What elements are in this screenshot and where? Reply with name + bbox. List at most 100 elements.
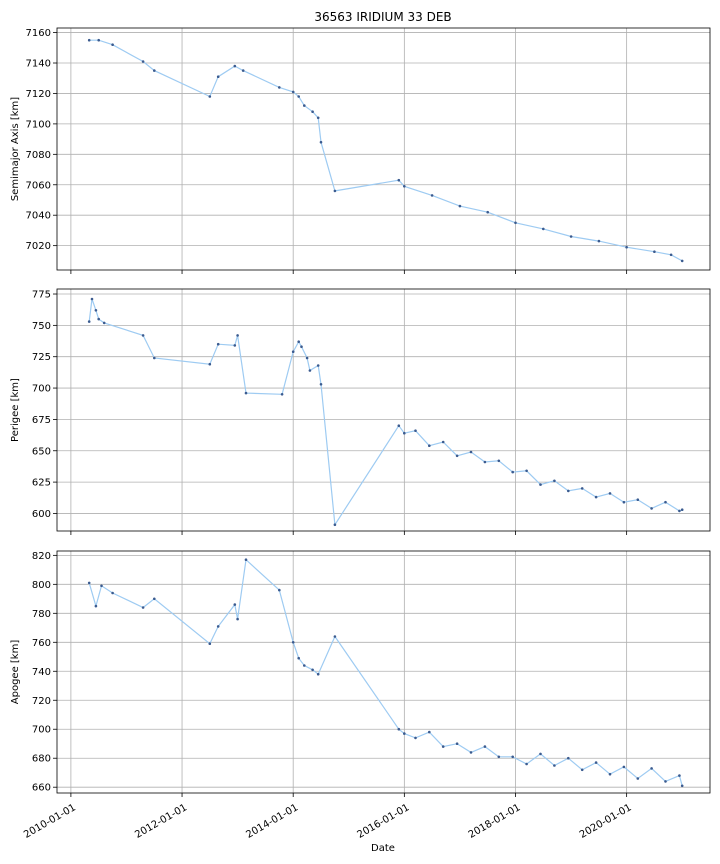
data-point [233,603,237,606]
y-tick-label: 7080 [26,150,51,161]
data-point [297,340,301,344]
y-tick-label: 7160 [26,28,51,39]
x-axis-label: Date [371,843,395,854]
data-point [303,104,306,107]
data-point [622,765,626,769]
data-point [525,762,528,766]
data-point [233,64,237,68]
data-point [319,383,323,386]
data-point [594,495,598,499]
data-point [664,780,667,783]
data-point [514,221,517,225]
y-tick-label: 7040 [26,211,51,222]
data-point [94,309,98,312]
x-tick-label: 2012-01-01 [133,802,189,841]
data-point [569,235,573,238]
data-point [653,250,656,253]
data-point [597,239,601,243]
data-point [594,761,598,764]
data-point [94,604,98,608]
plot-frame [56,288,711,532]
data-point [244,391,248,395]
data-point [311,110,314,113]
data-point [441,745,445,748]
data-point [397,178,401,182]
series-line [88,558,683,786]
data-point [153,69,156,72]
figure-title: 36563 IRIDIUM 33 DEB [314,10,451,24]
data-point [316,116,320,120]
data-point [608,492,612,495]
panels: 7020 7040 7060 7080 7100 7120 7140 7160 Semimajo… [10,27,711,841]
y-tick-label: 680 [32,754,51,765]
plot-frame [56,27,711,271]
y-tick-label: 625 [32,478,51,489]
y-tick-label: 7120 [26,89,51,100]
data-point [511,470,514,474]
data-point [216,342,220,346]
data-point [297,656,301,660]
data-point [297,95,301,98]
data-point [428,444,431,448]
data-point [208,642,212,645]
data-point [680,259,684,263]
y-axis-label: Perigee [km] [10,378,21,442]
data-point [333,523,337,526]
data-point [483,745,487,748]
data-point [244,558,248,561]
data-point [580,487,584,490]
data-point [441,440,445,444]
y-axis-label: Apogee [km] [10,640,21,705]
y-tick-label: 725 [32,352,51,363]
data-point [636,777,640,780]
data-point [455,742,459,745]
data-point [455,454,459,458]
data-point [403,185,406,188]
data-point [333,189,337,193]
data-point [208,362,212,366]
data-point [141,60,145,63]
chart-panel-2: 600 625 650 675 700 725 750 775 Perigee [km] [10,288,711,535]
x-tick-label: 2016-01-01 [356,802,412,841]
data-point [622,500,626,504]
data-point [316,364,320,367]
y-tick-label: 650 [32,446,51,457]
data-point [216,625,220,628]
data-point [469,751,473,754]
data-point [111,591,114,595]
data-point [305,356,309,360]
y-tick-label: 7020 [26,241,51,252]
y-tick-label: 750 [32,321,51,332]
data-point [678,774,681,777]
y-tick-label: 700 [32,384,51,395]
y-tick-label: 780 [32,609,51,620]
data-point [316,672,320,676]
x-tick-label: 2014-01-01 [244,802,300,841]
data-point [97,317,100,321]
data-point [539,483,542,486]
data-point [580,768,584,772]
data-point [208,95,212,98]
y-axis-label: Semimajor Axis [km] [10,97,21,201]
data-point [236,334,239,337]
data-point [414,736,417,740]
data-point [511,755,514,759]
chart-panel-3: 2010-01-01 2012-01-01 2014-01-01 2016-01-01… [10,550,711,841]
data-point [280,393,284,396]
series-line [89,39,683,262]
data-point [236,617,239,621]
data-point [636,498,640,502]
data-point [87,320,91,323]
y-tick-label: 720 [32,696,51,707]
data-point [87,581,91,585]
x-tick-label: 2010-01-01 [22,802,78,841]
y-tick-label: 660 [32,783,51,794]
data-point [278,86,281,89]
data-point [233,344,237,347]
y-tick-label: 700 [32,725,51,736]
data-point [278,588,281,592]
data-point [111,43,114,46]
y-tick-label: 820 [32,551,51,562]
data-point [469,450,473,454]
data-point [87,38,91,42]
